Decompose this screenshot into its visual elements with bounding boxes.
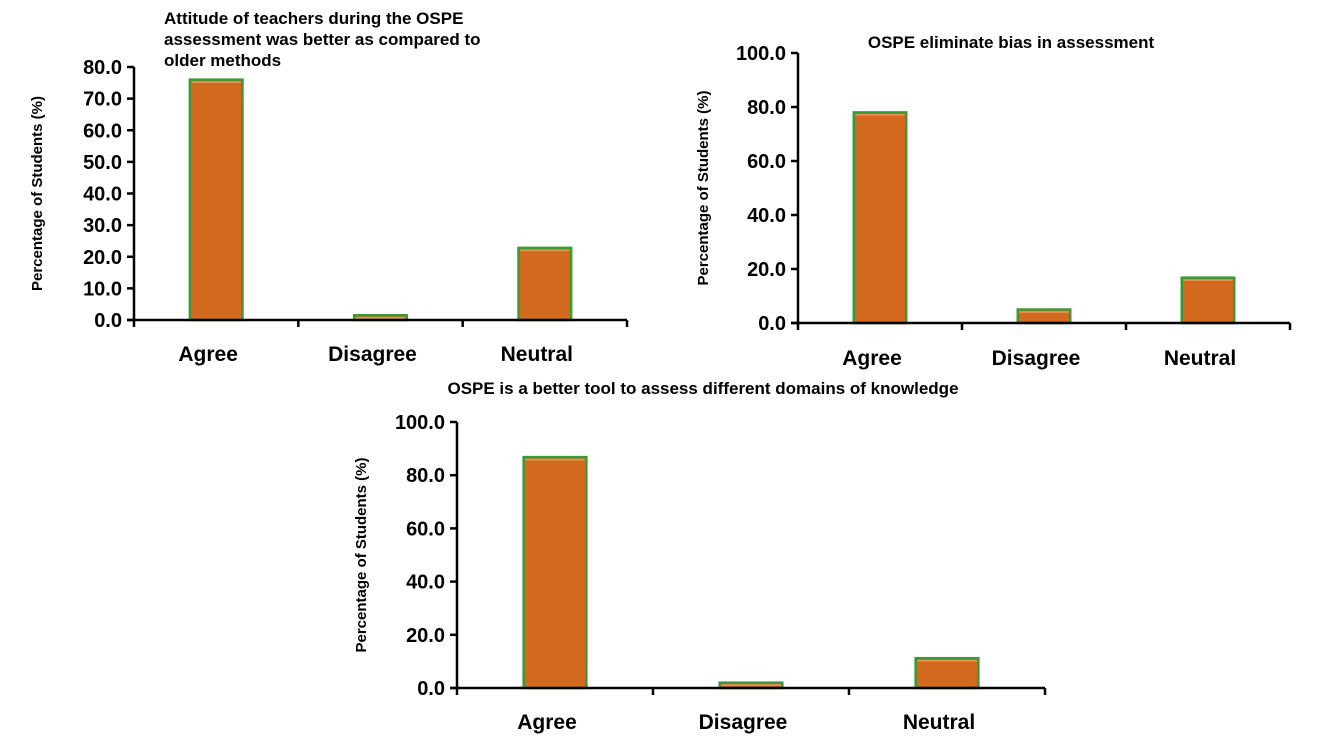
chart-3-bar-agree [522,455,588,690]
chart-1-y-tick-label: 70.0 [83,89,122,111]
chart-2-y-tick-label: 0.0 [758,313,786,335]
chart-2-y-tick-label: 60.0 [747,151,786,173]
chart-3-x-tick-label: Agree [517,711,577,734]
chart-1-x-tick-label: Neutral [501,343,573,366]
chart-1-bar-agree [188,78,244,322]
chart-1-title-line-1: Attitude of teachers during the OSPE [164,9,463,28]
chart-3-bar-neutral [914,656,980,690]
chart-1-y-tick-label: 60.0 [83,120,122,142]
chart-2-y-tick-label: 100.0 [736,43,786,65]
chart-2-y-tick-label: 40.0 [747,205,786,227]
chart-1-title-line-3: older methods [164,51,281,70]
chart-3-y-tick-label: 60.0 [406,518,445,540]
chart-1-x-tick-label: Agree [178,343,238,366]
chart-2-x-tick-label: Agree [842,347,902,370]
chart-2-bar-neutral [1180,276,1236,325]
chart-1-title-line-2: assessment was better as compared to [164,30,481,49]
chart-1-y-tick-label: 80.0 [83,57,122,79]
chart-2-y-tick-label: 20.0 [747,259,786,281]
chart-1-x-tick-label: Disagree [328,343,417,366]
chart-3-x-tick-label: Neutral [903,711,975,734]
chart-1-y-tick-label: 40.0 [83,184,122,206]
chart-3-y-tick-label: 20.0 [406,625,445,647]
chart-3-y-tick-label: 0.0 [417,678,445,700]
chart-3-title-line-1: OSPE is a better tool to assess differen… [447,379,958,398]
chart-1-y-tick-label: 50.0 [83,152,122,174]
chart-1-y-tick-label: 30.0 [83,215,122,237]
chart-1-y-tick-label: 20.0 [83,247,122,269]
chart-2-title-line-1: OSPE eliminate bias in assessment [868,33,1155,52]
chart-1-bar-neutral [517,246,573,322]
chart-3-y-axis-label: Percentage of Students (%) [353,457,370,652]
chart-2-x-tick-label: Neutral [1164,347,1236,370]
chart-2-y-tick-label: 80.0 [747,97,786,119]
chart-3-y-tick-label: 100.0 [395,412,445,434]
chart-2-bar-agree [852,111,908,325]
chart-2-x-tick-label: Disagree [992,347,1081,370]
chart-1-y-tick-label: 0.0 [94,310,122,332]
chart-3-y-tick-label: 40.0 [406,572,445,594]
chart-3-x-tick-label: Disagree [699,711,788,734]
chart-2-y-axis-label: Percentage of Students (%) [695,90,712,285]
chart-1-y-tick-label: 10.0 [83,278,122,300]
chart-3-y-tick-label: 80.0 [406,465,445,487]
chart-1-y-axis-label: Percentage of Students (%) [29,96,46,291]
